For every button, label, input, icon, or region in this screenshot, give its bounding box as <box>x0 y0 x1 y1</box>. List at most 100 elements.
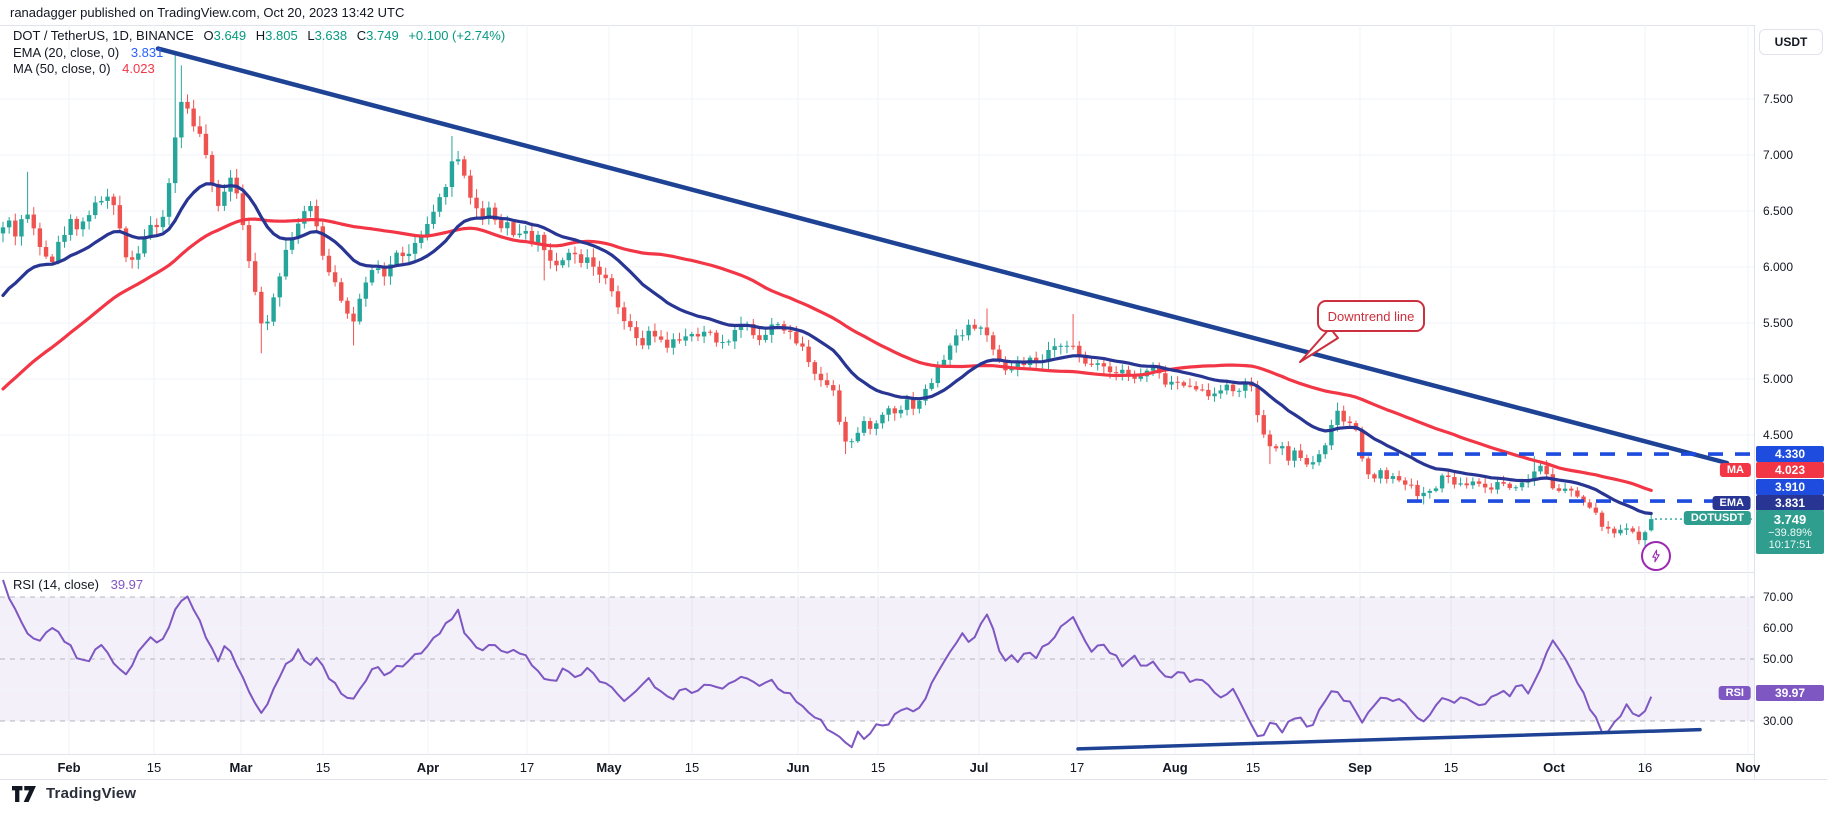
price-scale[interactable]: 7.500 7.000 6.500 6.000 5.500 5.000 4.500 70.00… <box>1755 25 1827 779</box>
candle-body <box>1630 528 1635 532</box>
candle-body <box>818 373 824 381</box>
candle-body <box>997 349 1002 362</box>
time-axis-label: Apr <box>416 760 440 775</box>
low-label: L <box>307 28 315 43</box>
candle-body <box>419 235 424 243</box>
candle-body <box>1113 372 1119 374</box>
candle-body <box>1599 512 1605 527</box>
tradingview-logo-icon <box>12 785 36 802</box>
rsi-legend[interactable]: RSI (14, close) 39.97 <box>13 577 143 592</box>
candle-body <box>173 137 178 184</box>
candle-body <box>179 101 184 138</box>
candle-body <box>517 233 522 236</box>
candle-body <box>1495 482 1500 490</box>
candle-body <box>1224 384 1230 391</box>
candle-body <box>1126 369 1131 375</box>
candle-body <box>468 175 473 198</box>
ema20-line[interactable] <box>1 182 1653 516</box>
candle-body <box>382 268 387 277</box>
footer-brand[interactable]: TradingView <box>12 785 136 802</box>
candle-body <box>1187 385 1193 387</box>
candle-body <box>1587 502 1592 508</box>
candle-body <box>788 330 793 332</box>
candle-body <box>6 220 12 228</box>
time-axis-label: May <box>596 760 622 775</box>
candle-body <box>652 330 658 337</box>
candle-body <box>406 253 412 257</box>
rsi-support-trendline[interactable] <box>1076 727 1702 751</box>
ma-legend[interactable]: MA (50, close, 0) 4.023 <box>13 61 155 76</box>
candle-body <box>56 241 61 263</box>
candle-body <box>886 408 891 415</box>
candle-body <box>861 421 867 433</box>
flash-reaction-icon[interactable] <box>1641 541 1671 571</box>
candle-body <box>246 225 252 262</box>
high-label: H <box>255 28 266 43</box>
candle-body <box>1243 381 1248 391</box>
candle-body <box>345 300 350 314</box>
candle-body <box>492 207 498 221</box>
candle-body <box>738 324 744 330</box>
candle-body <box>1212 393 1217 397</box>
candle-body <box>1550 474 1555 489</box>
candle-body <box>25 214 30 220</box>
candle-body <box>1323 445 1328 455</box>
candle-body <box>1200 389 1205 391</box>
downtrend-trendline[interactable] <box>155 46 1730 466</box>
candle-body <box>1372 474 1377 479</box>
candle-body <box>1034 357 1039 363</box>
candle-body <box>86 215 92 222</box>
candle-body <box>874 423 879 429</box>
publish-watermark: ranadagger published on TradingView.com,… <box>10 5 405 20</box>
candle-body <box>714 332 719 343</box>
candle-body <box>1206 389 1211 397</box>
candle-body <box>529 230 535 245</box>
candle-body <box>332 272 338 283</box>
candle-body <box>1015 361 1020 369</box>
chart-plot-area[interactable] <box>0 25 1754 755</box>
axis-price-badge: 39.97 <box>1756 685 1824 701</box>
candle-body <box>1513 487 1519 489</box>
candle-body <box>1489 487 1494 490</box>
ema-value: 3.831 <box>130 45 164 60</box>
candle-body <box>708 331 713 333</box>
ema-tag-chip: EMA <box>1712 496 1751 510</box>
chart-top-border <box>0 25 1827 26</box>
candle-body <box>898 409 904 414</box>
candle-body <box>129 257 135 260</box>
candle-body <box>954 335 959 346</box>
candle-body <box>111 196 116 206</box>
candle-body <box>1163 373 1168 385</box>
candle-body <box>1482 483 1488 488</box>
axis-price-badge: 4.330 <box>1756 446 1824 462</box>
candle-body <box>474 197 479 209</box>
rsi-value: 39.97 <box>110 577 144 592</box>
candle-body <box>1649 519 1654 531</box>
candle-body <box>357 298 362 322</box>
candle-body <box>1218 390 1223 394</box>
candle-body <box>216 183 221 206</box>
currency-unit-button[interactable]: USDT <box>1759 29 1823 55</box>
candle-body <box>1341 410 1346 422</box>
candle-body <box>683 336 688 341</box>
ema-legend[interactable]: EMA (20, close, 0) 3.831 <box>13 45 163 60</box>
candle-body <box>1378 470 1383 479</box>
symbol-legend[interactable]: DOT / TetherUS, 1D, BINANCE O3.649 H3.80… <box>13 28 505 43</box>
dotusdt-tag-chip: DOTUSDT <box>1683 511 1751 525</box>
candlestick-series <box>0 53 1654 555</box>
candle-body <box>831 385 836 391</box>
price-axis-border <box>1754 25 1755 779</box>
time-axis-label: 17 <box>519 760 535 775</box>
candle-body <box>511 222 516 236</box>
candle-body <box>658 336 664 340</box>
chart-canvas[interactable] <box>0 25 1754 755</box>
time-axis-label: 15 <box>315 760 331 775</box>
candle-body <box>240 193 246 226</box>
candle-body <box>1519 482 1525 488</box>
ma50-line[interactable] <box>1 217 1653 492</box>
candle-body <box>394 252 399 265</box>
candle-body <box>1101 363 1107 367</box>
candle-body <box>296 223 301 239</box>
pane-separator[interactable] <box>0 572 1827 573</box>
downtrend-line-callout[interactable]: Downtrend line <box>1317 300 1425 332</box>
